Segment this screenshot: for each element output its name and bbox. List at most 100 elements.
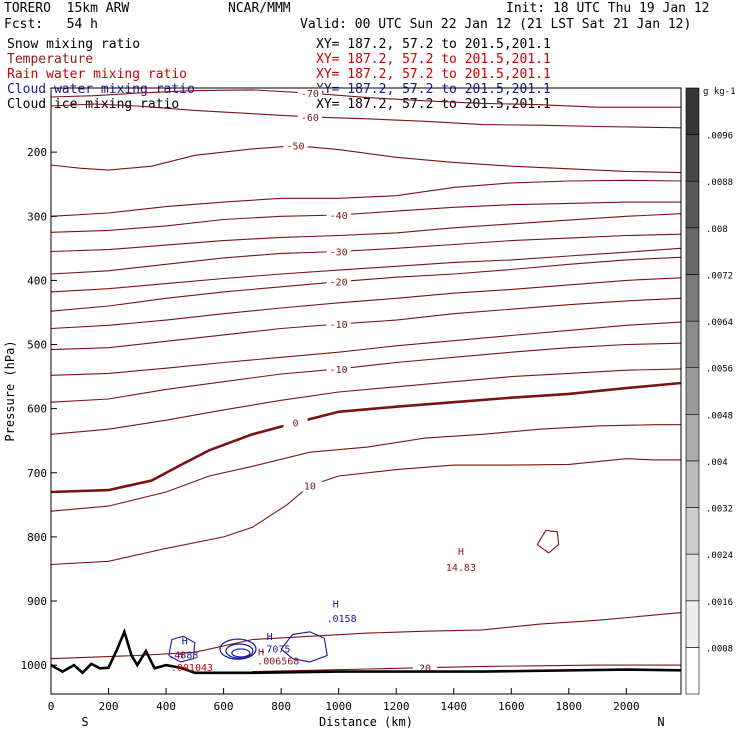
isotherm-line — [50, 612, 682, 660]
isotherm-label-bg — [326, 208, 351, 221]
isotherm-label: -40 — [330, 211, 348, 222]
terrain-line — [50, 627, 682, 675]
field-name: Snow mixing ratio — [7, 37, 141, 52]
isotherm-line — [50, 277, 682, 330]
cloud-water-contour — [219, 638, 257, 660]
isotherm-label-bg — [283, 139, 308, 152]
colorbar-bin — [685, 647, 700, 695]
extremum-label: H — [258, 648, 264, 659]
colorbar-tick-label: .0048 — [706, 411, 733, 421]
isotherm-label: -30 — [330, 248, 348, 259]
colorbar-bin — [685, 87, 700, 135]
colorbar-tick-label: .0064 — [706, 318, 733, 328]
isotherm-line — [50, 179, 682, 217]
isotherm-line — [50, 424, 681, 512]
field-xy: XY= 187.2, 57.2 to 201.5,201.1 — [316, 52, 551, 67]
forecast-hour: Fcst: 54 h — [4, 17, 98, 32]
colorbar-bin — [685, 460, 700, 508]
isotherm-label: 0 — [293, 419, 299, 430]
extremum-label: H — [458, 547, 464, 558]
colorbar-bin — [685, 367, 700, 415]
isotherm-label-bg — [283, 416, 308, 429]
isotherm-line — [50, 368, 682, 435]
isotherm-label-bg — [297, 479, 322, 492]
isotherm-line — [252, 664, 681, 673]
x-tick-label: 600 — [214, 700, 234, 713]
isotherm-label-bg — [326, 362, 351, 375]
axes: 0 200 400 600 800 1000 1200 1400 1600 1800 2000200… — [3, 87, 682, 729]
isotherm-label: 10 — [304, 482, 316, 493]
x-tick-label: 800 — [271, 700, 291, 713]
colorbar-tick-label: .0072 — [706, 272, 733, 282]
field-name: Cloud water mixing ratio — [7, 82, 195, 97]
x-tick-label: 1400 — [440, 700, 467, 713]
y-axis-label: Pressure (hPa) — [3, 340, 17, 441]
x-tick-label: 1200 — [383, 700, 410, 713]
isotherm-label-bg — [297, 110, 322, 123]
model-title: TORERO 15km ARW — [4, 1, 130, 16]
x-axis-start-label: S — [81, 715, 88, 729]
y-tick-label: 900 — [27, 595, 47, 608]
colorbar-bin — [685, 274, 700, 322]
colorbar-bin — [685, 134, 700, 182]
y-tick-label: 500 — [27, 339, 47, 352]
colorbar-bin — [685, 320, 700, 369]
isotherm-line — [50, 458, 681, 566]
extremum-label: H — [267, 632, 273, 643]
isotherm-label: -10 — [330, 320, 348, 331]
x-tick-label: 1000 — [325, 700, 352, 713]
isotherm-line — [50, 256, 682, 312]
cloud-water-contour — [280, 631, 328, 663]
colorbar-bin — [685, 180, 700, 229]
y-tick-label: 700 — [27, 467, 47, 480]
isotherm-line — [50, 381, 682, 494]
colorbar-units: g kg-1 — [703, 87, 736, 97]
colorbar-bin — [685, 227, 700, 275]
colorbar-tick-label: .0032 — [706, 505, 733, 515]
cloud-water-contour — [168, 635, 196, 663]
x-tick-label: 200 — [99, 700, 119, 713]
isotherm-label: -20 — [330, 278, 348, 289]
x-tick-label: 0 — [48, 700, 55, 713]
y-tick-label: 800 — [27, 531, 47, 544]
cloud-contours — [168, 529, 560, 663]
field-name: Temperature — [7, 52, 94, 67]
colorbar-bin — [685, 553, 700, 602]
isotherm-label: -10 — [330, 365, 348, 376]
isotherm-line — [50, 321, 682, 376]
x-tick-label: 1600 — [498, 700, 525, 713]
colorbar-bin — [685, 600, 700, 648]
x-axis-label: Distance (km) — [319, 715, 413, 729]
colorbar-tick-label: .0056 — [706, 365, 733, 375]
isotherm-label-bg — [326, 275, 351, 288]
valid-time: Valid: 00 UTC Sun 22 Jan 12 (21 LST Sat … — [300, 17, 692, 32]
colorbar-tick-label: .0096 — [706, 132, 733, 142]
cloud-water-contour — [231, 648, 251, 658]
x-axis-end-label: N — [657, 715, 664, 729]
extremum-label: .4883 — [168, 651, 198, 662]
terrain-surface — [50, 627, 682, 675]
y-tick-label: 300 — [27, 210, 47, 223]
isotherm-line — [50, 342, 682, 403]
isotherm-line — [50, 201, 681, 233]
y-tick-label: 400 — [27, 274, 47, 287]
isotherm-line — [50, 233, 682, 275]
x-tick-label: 1800 — [556, 700, 583, 713]
isotherm-line — [50, 145, 682, 174]
init-time: Init: 18 UTC Thu 19 Jan 12 — [506, 1, 710, 16]
colorbar-bin — [685, 507, 700, 555]
extremum-label: .7075 — [260, 644, 290, 655]
extremum-label: H — [182, 637, 188, 648]
field-xy: XY= 187.2, 57.2 to 201.5,201.1 — [316, 97, 551, 112]
extremum-label: 14.83 — [446, 563, 476, 574]
isotherm-line — [50, 247, 682, 293]
colorbar-tick-label: .0016 — [706, 598, 733, 608]
field-name: Rain water mixing ratio — [7, 67, 188, 82]
colorbar-tick-label: .0088 — [706, 178, 733, 188]
field-xy: XY= 187.2, 57.2 to 201.5,201.1 — [316, 82, 551, 97]
isotherm-label: 20 — [419, 664, 431, 675]
colorbar-tick-label: .004 — [706, 458, 728, 468]
plot-frame — [50, 87, 682, 695]
